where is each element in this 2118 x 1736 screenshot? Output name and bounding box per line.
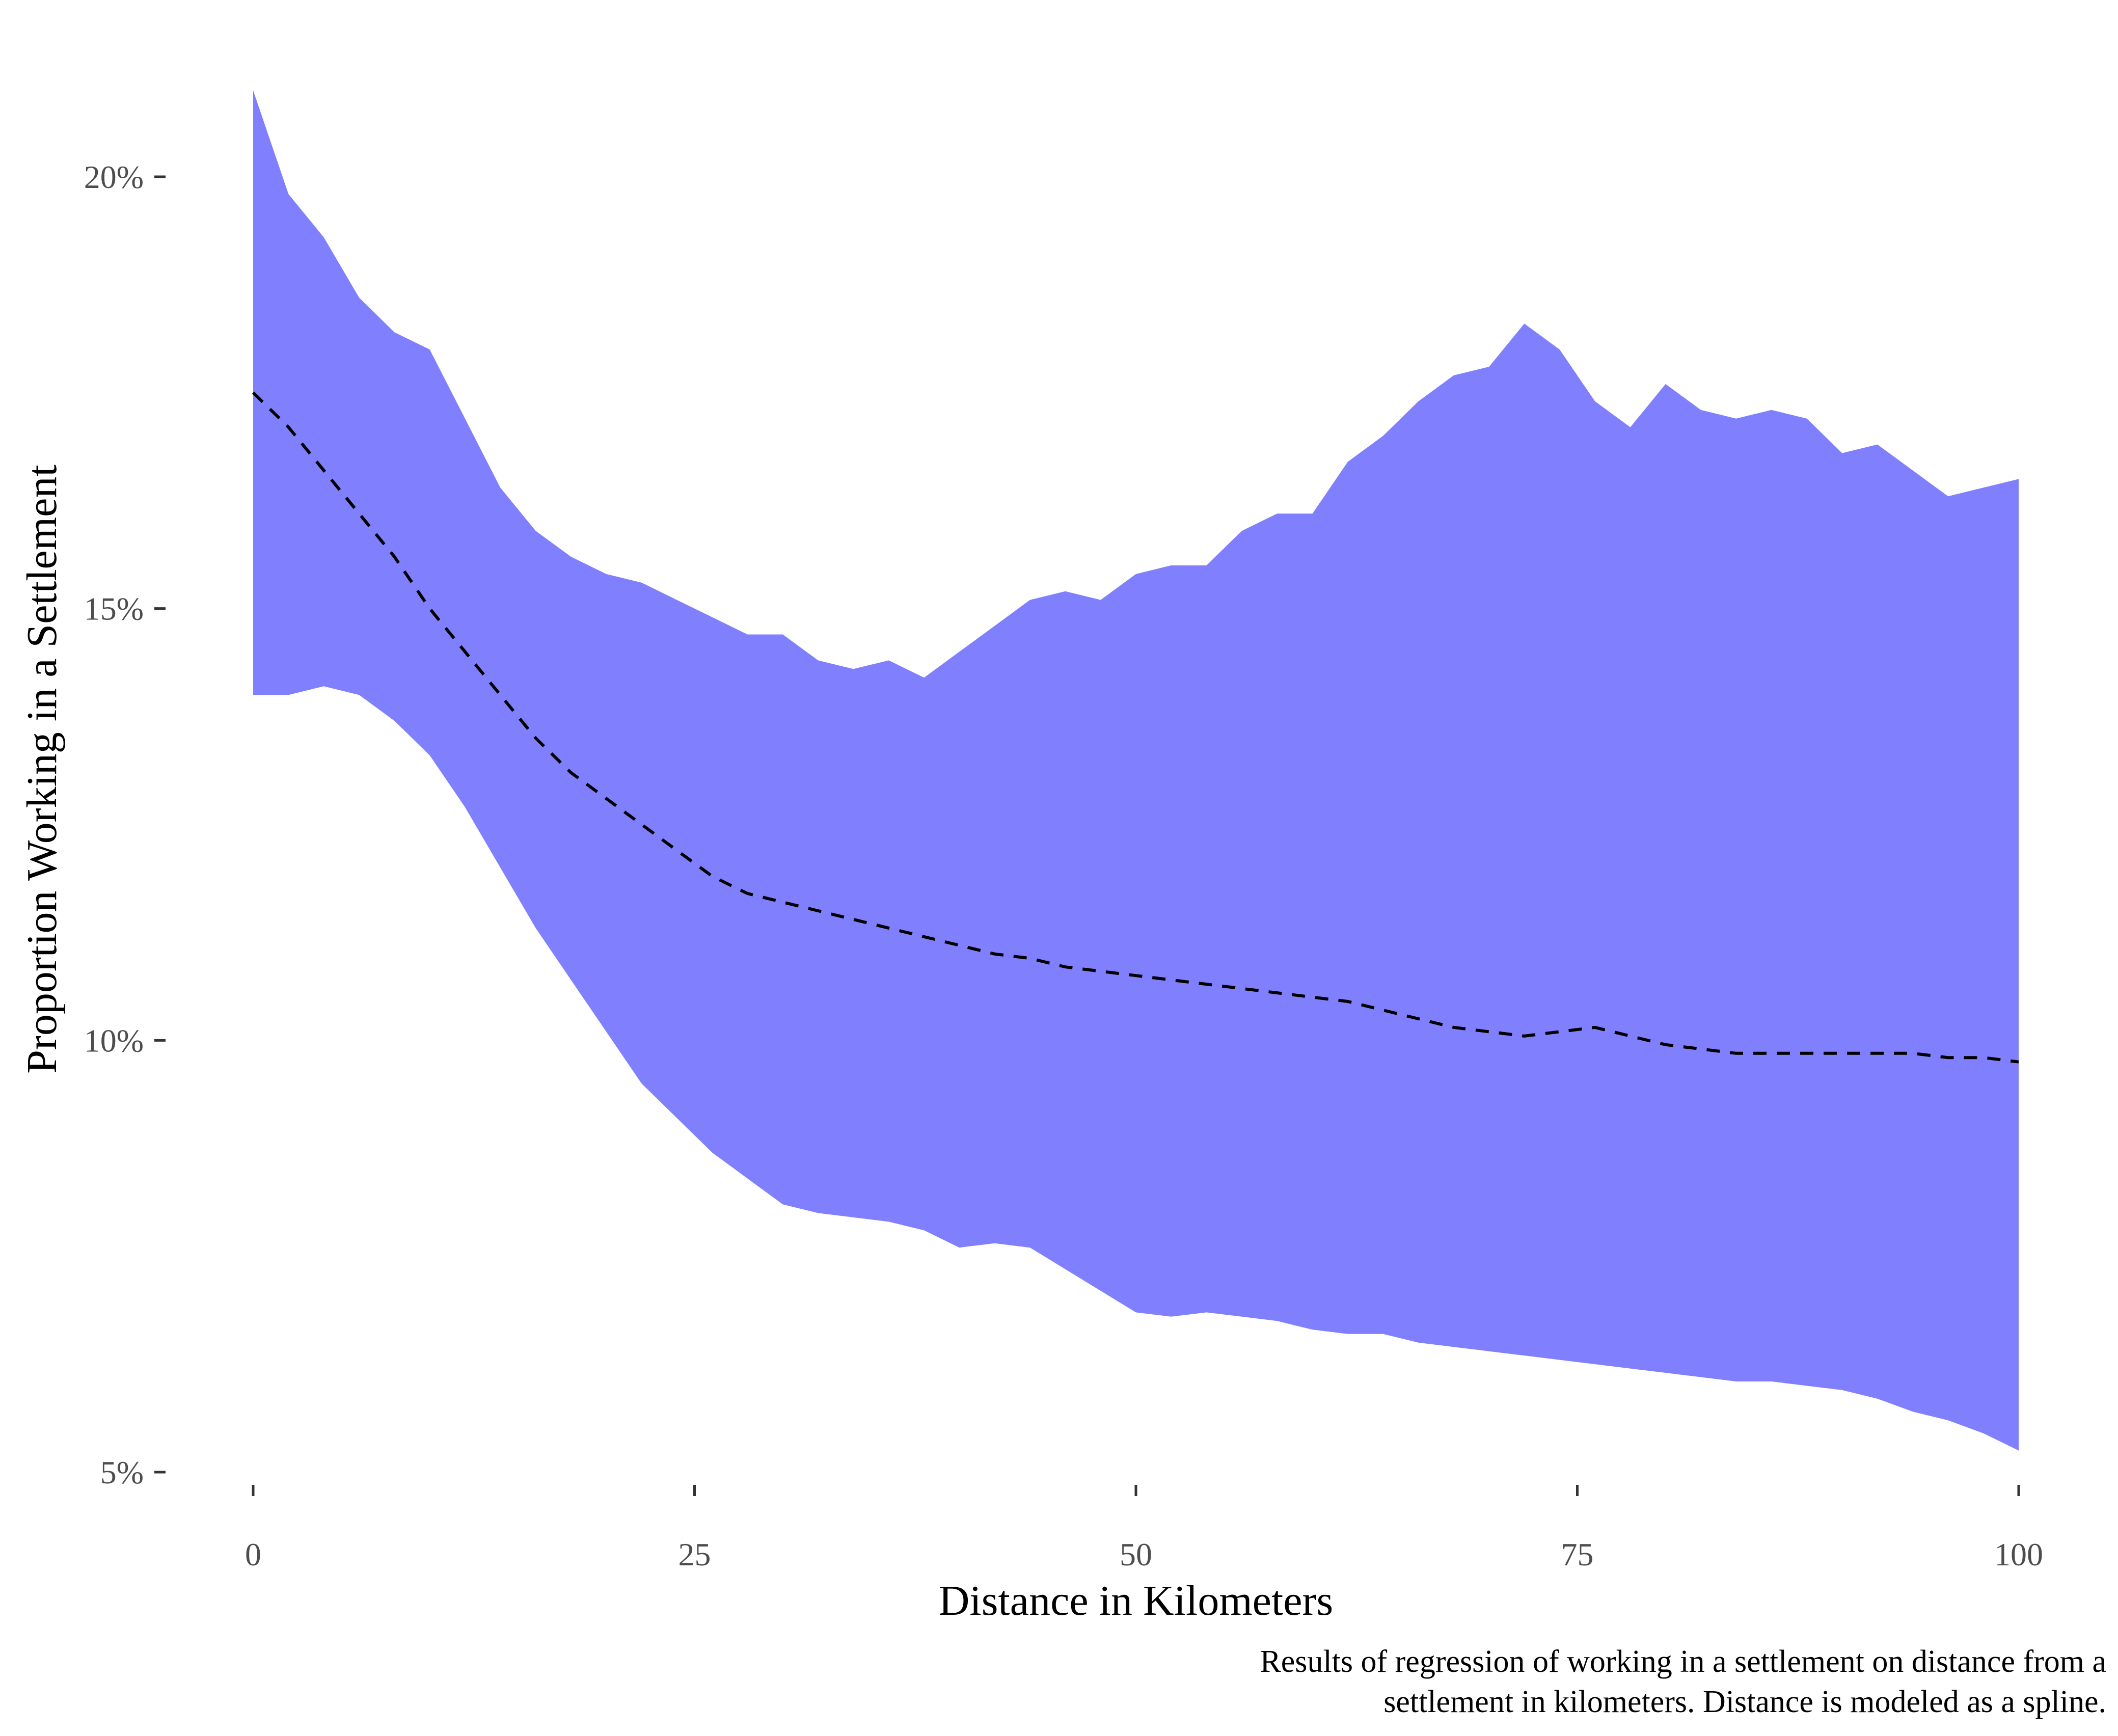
y-tick-label: 5% (100, 1454, 144, 1490)
x-tick-label: 100 (1994, 1536, 2043, 1572)
x-axis: 0 25 50 75 100 (245, 1485, 2043, 1572)
caption-line-2: settlement in kilometers. Distance is mo… (1383, 1685, 2106, 1719)
x-tick-label: 0 (245, 1536, 261, 1572)
x-tick-label: 75 (1561, 1536, 1594, 1572)
y-axis-title: Proportion Working in a Settlement (18, 465, 66, 1074)
x-tick-label: 25 (678, 1536, 711, 1572)
plot-area (252, 90, 2019, 1451)
y-tick-label: 20% (84, 159, 144, 195)
caption-line-1: Results of regression of working in a se… (1260, 1644, 2106, 1679)
y-axis: 5% 10% 15% 20% (84, 159, 166, 1490)
y-tick-label: 10% (84, 1022, 144, 1059)
estimate-line (252, 391, 2019, 1064)
confidence-band (253, 90, 2019, 1451)
x-axis-title: Distance in Kilometers (939, 1577, 1333, 1624)
y-tick-label: 15% (84, 591, 144, 627)
x-tick-label: 50 (1120, 1536, 1152, 1572)
